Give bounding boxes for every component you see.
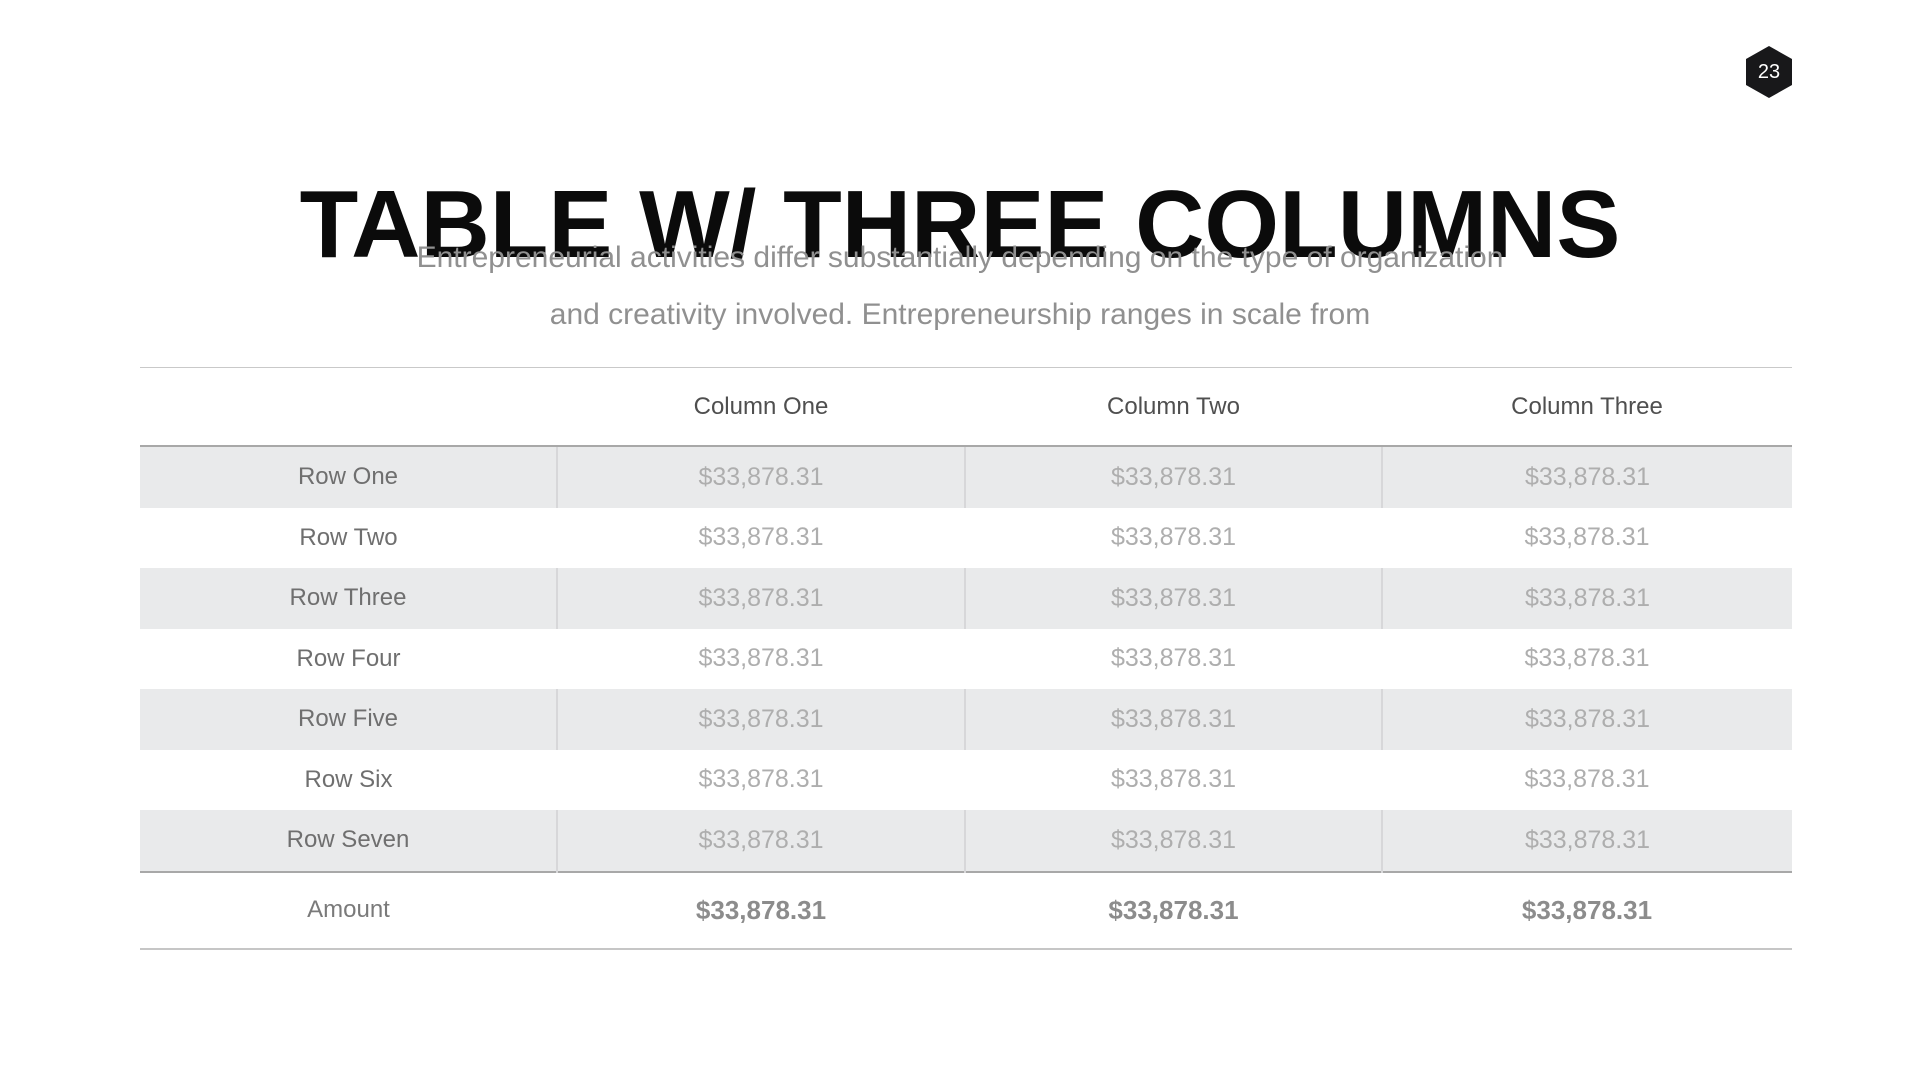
cell-value: $33,878.31 <box>1110 644 1237 673</box>
cell-value: $33,878.31 <box>1381 689 1792 750</box>
table-container: Column One Column Two Column Three Row O… <box>140 367 1792 950</box>
amount-value: $33,878.31 <box>965 870 1382 950</box>
cell-value: $33,878.31 <box>964 689 1382 750</box>
cell-value: $33,878.31 <box>698 765 824 794</box>
row-label: Row Seven <box>286 826 410 854</box>
table-row: Row Seven $33,878.31 $33,878.31 $33,878.… <box>140 810 1792 872</box>
column-header-one: Column One <box>557 367 965 447</box>
cell-value: $33,878.31 <box>1110 765 1237 794</box>
subtitle-line-2: and creativity involved. Entrepreneurshi… <box>549 298 1371 331</box>
cell-value: $33,878.31 <box>964 446 1382 508</box>
table-row: Row Six $33,878.31 $33,878.31 $33,878.31 <box>140 750 1792 811</box>
slide-number-badge: 23 <box>1746 46 1792 98</box>
amount-value: $33,878.31 <box>557 870 965 950</box>
cell-value: $33,878.31 <box>1381 568 1792 629</box>
subtitle-line-1: Entrepreneurial activities differ substa… <box>416 241 1504 274</box>
amount-value: $33,878.31 <box>1382 870 1792 950</box>
row-label: Row One <box>297 463 399 491</box>
subtitle: Entrepreneurial activities differ substa… <box>0 229 1920 343</box>
row-label: Row Six <box>304 765 393 793</box>
table-row: Row One $33,878.31 $33,878.31 $33,878.31 <box>140 446 1792 508</box>
slide-number: 23 <box>1757 60 1781 83</box>
row-label: Row Three <box>289 584 407 612</box>
page-title: TABLE W/ THREE COLUMNS <box>299 171 1621 279</box>
three-column-table: Column One Column Two Column Three Row O… <box>140 367 1792 950</box>
amount-label: Amount <box>140 870 557 950</box>
header-cell-empty <box>140 367 557 447</box>
cell-value: $33,878.31 <box>1381 810 1792 872</box>
cell-value: $33,878.31 <box>1524 523 1650 552</box>
cell-value: $33,878.31 <box>698 523 824 552</box>
amount-row: Amount $33,878.31 $33,878.31 $33,878.31 <box>140 870 1792 950</box>
cell-value: $33,878.31 <box>556 568 965 629</box>
table-row: Row Three $33,878.31 $33,878.31 $33,878.… <box>140 568 1792 629</box>
cell-value: $33,878.31 <box>964 568 1382 629</box>
cell-value: $33,878.31 <box>698 644 824 673</box>
cell-value: $33,878.31 <box>1381 446 1792 508</box>
row-label: Row Two <box>299 523 398 551</box>
cell-value: $33,878.31 <box>964 810 1382 872</box>
table-row: Row Four $33,878.31 $33,878.31 $33,878.3… <box>140 629 1792 690</box>
cell-value: $33,878.31 <box>556 446 965 508</box>
table-body: Row One $33,878.31 $33,878.31 $33,878.31… <box>140 446 1792 872</box>
header-row: Column One Column Two Column Three <box>140 367 1792 447</box>
row-label: Row Four <box>296 644 401 672</box>
cell-value: $33,878.31 <box>1524 644 1650 673</box>
cell-value: $33,878.31 <box>556 689 965 750</box>
column-header-three: Column Three <box>1382 367 1792 447</box>
row-label: Row Five <box>297 705 399 733</box>
cell-value: $33,878.31 <box>556 810 965 872</box>
cell-value: $33,878.31 <box>1524 765 1650 794</box>
column-header-two: Column Two <box>965 367 1382 447</box>
cell-value: $33,878.31 <box>1110 523 1237 552</box>
table-footer: Amount $33,878.31 $33,878.31 $33,878.31 <box>140 870 1792 950</box>
table-row: Row Two $33,878.31 $33,878.31 $33,878.31 <box>140 508 1792 569</box>
table-row: Row Five $33,878.31 $33,878.31 $33,878.3… <box>140 689 1792 750</box>
table-header: Column One Column Two Column Three <box>140 367 1792 447</box>
